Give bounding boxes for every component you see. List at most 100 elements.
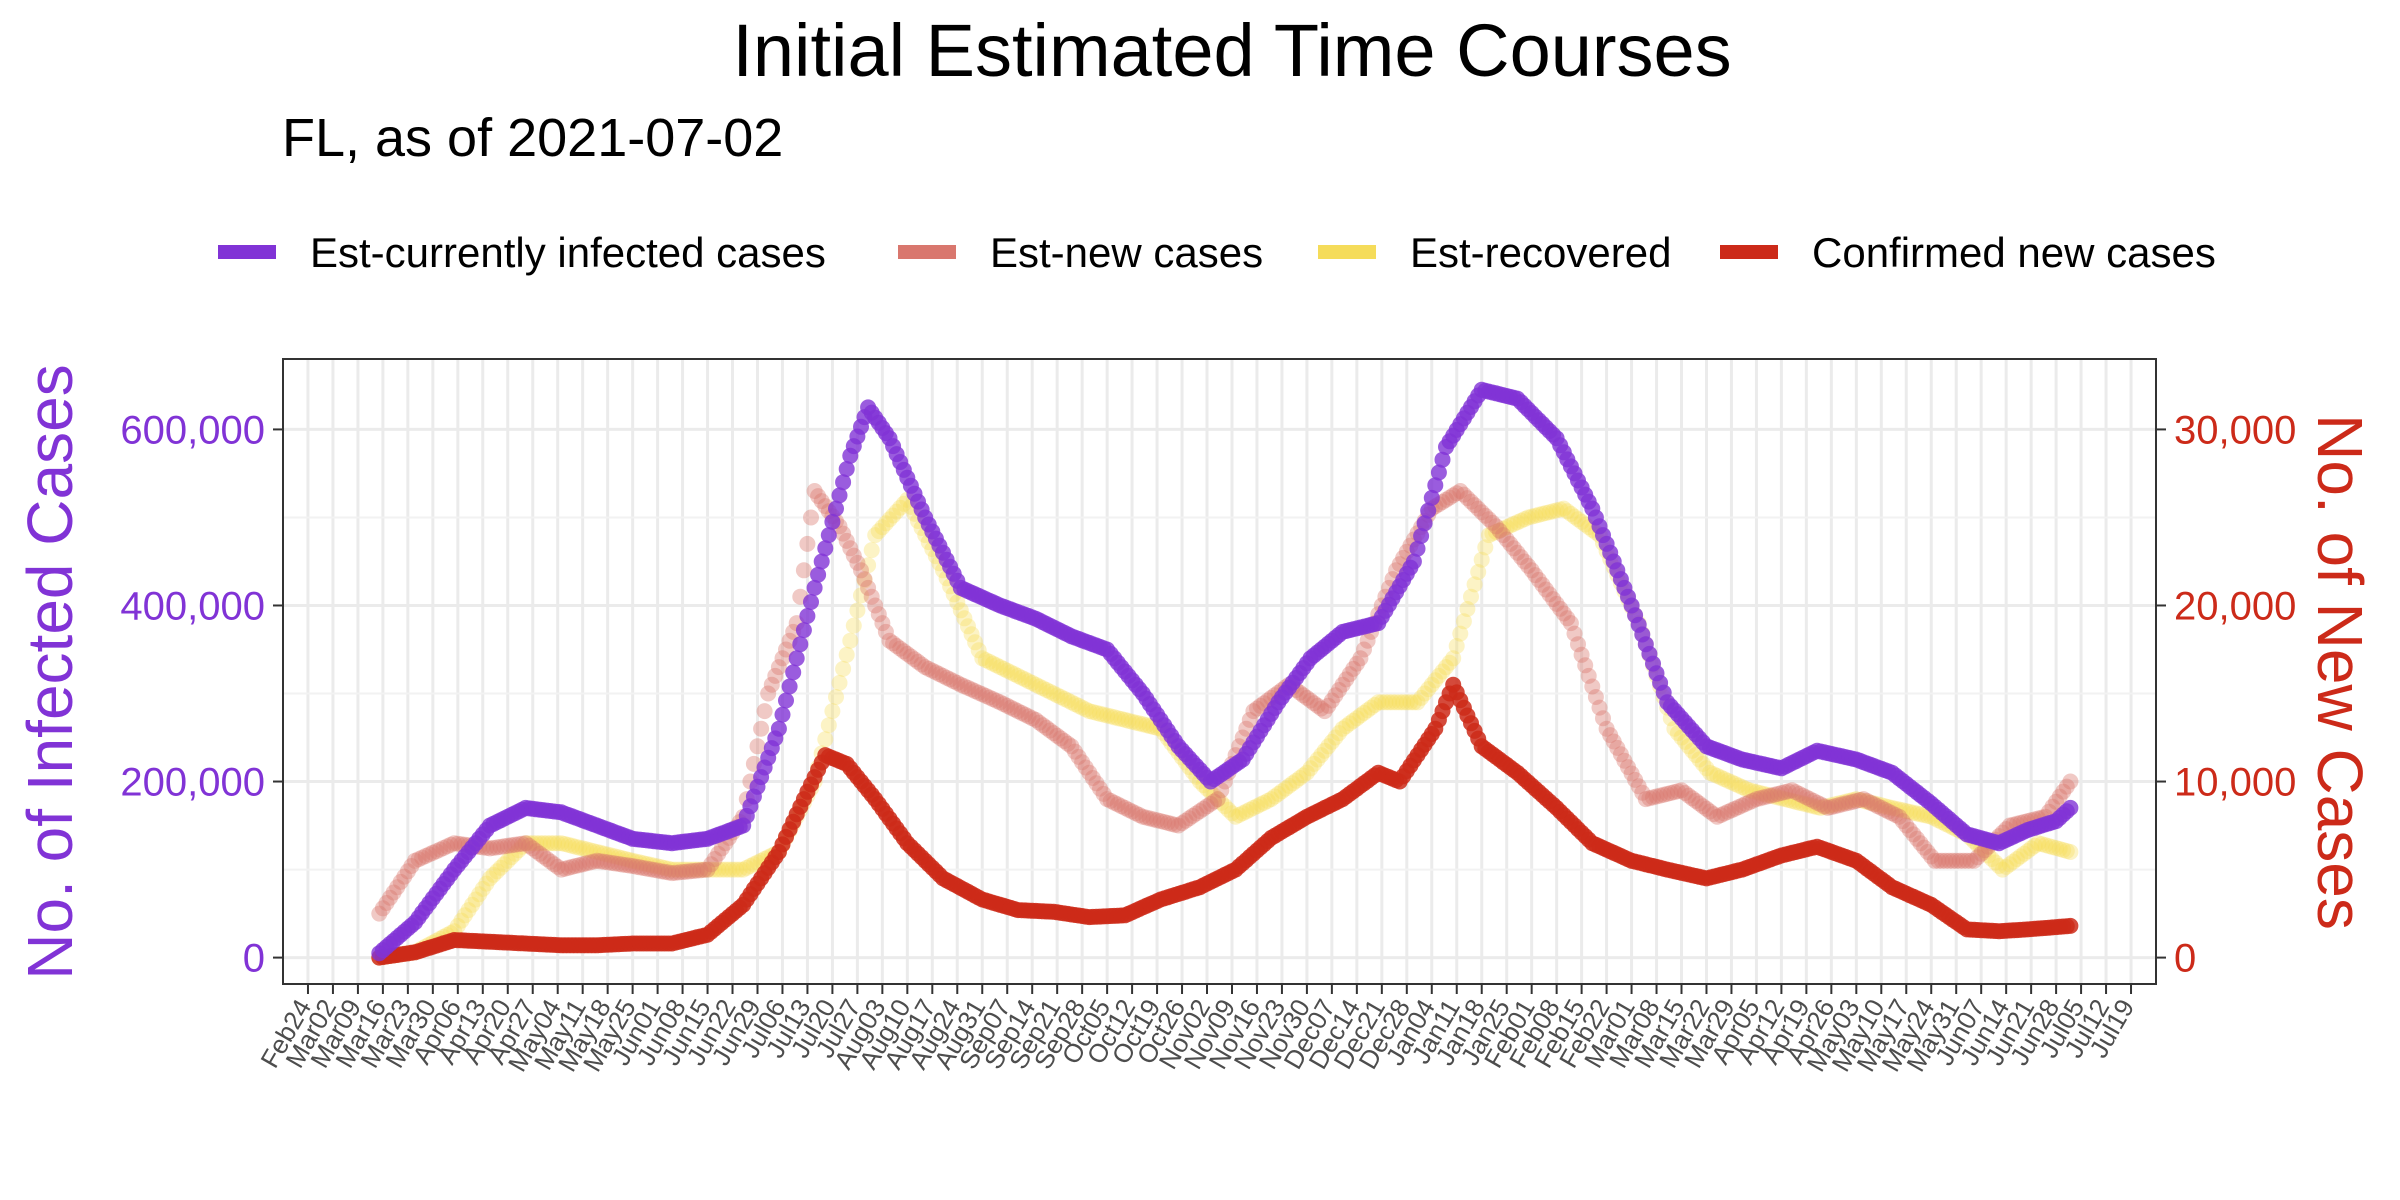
data-point bbox=[671, 864, 687, 881]
data-point bbox=[1484, 514, 1501, 531]
data-point bbox=[531, 845, 548, 862]
data-point bbox=[606, 848, 623, 865]
data-point bbox=[1084, 770, 1101, 786]
data-point bbox=[378, 895, 395, 911]
data-point bbox=[710, 845, 727, 862]
data-point bbox=[1466, 576, 1483, 593]
data-point bbox=[1320, 697, 1337, 714]
series-layer bbox=[371, 381, 2079, 966]
data-point bbox=[856, 571, 873, 588]
data-point bbox=[1909, 830, 1925, 847]
data-point bbox=[1463, 493, 1479, 510]
data-point bbox=[599, 854, 616, 871]
data-point bbox=[674, 864, 691, 880]
data-point bbox=[1702, 764, 1718, 781]
data-point bbox=[806, 579, 823, 596]
data-point bbox=[1209, 791, 1226, 808]
data-point bbox=[546, 835, 563, 852]
data-point bbox=[596, 845, 613, 862]
data-point bbox=[535, 835, 552, 852]
data-point bbox=[806, 483, 823, 499]
data-point bbox=[1231, 807, 1248, 823]
data-point bbox=[603, 854, 620, 871]
data-point bbox=[453, 912, 470, 929]
data-point bbox=[1295, 767, 1312, 784]
data-point bbox=[2023, 840, 2040, 857]
data-point bbox=[446, 835, 463, 852]
data-point bbox=[1769, 785, 1786, 802]
data-point bbox=[1291, 770, 1308, 786]
data-point bbox=[1438, 659, 1454, 676]
data-point bbox=[1894, 813, 1911, 830]
data-point bbox=[1944, 852, 1961, 869]
data-point bbox=[1709, 808, 1726, 825]
data-point bbox=[1113, 711, 1130, 727]
data-point bbox=[2037, 837, 2054, 854]
data-point bbox=[1723, 774, 1740, 791]
data-point bbox=[1973, 845, 1990, 862]
data-point bbox=[1591, 699, 1608, 716]
data-point bbox=[1562, 615, 1579, 632]
data-point bbox=[1523, 562, 1540, 579]
data-point bbox=[1345, 660, 1362, 677]
data-point bbox=[1734, 797, 1751, 814]
data-point bbox=[1266, 788, 1283, 805]
data-point bbox=[1313, 700, 1330, 717]
data-point bbox=[713, 840, 730, 857]
data-point bbox=[624, 858, 641, 874]
data-point bbox=[1916, 807, 1933, 824]
data-point bbox=[699, 861, 716, 878]
data-point bbox=[1859, 792, 1875, 809]
data-point bbox=[2041, 838, 2057, 855]
data-point bbox=[1070, 748, 1087, 765]
data-point bbox=[1987, 854, 2004, 871]
data-point bbox=[770, 720, 787, 737]
data-point bbox=[1398, 694, 1415, 711]
data-point bbox=[1038, 682, 1055, 698]
data-point bbox=[1331, 682, 1347, 698]
data-point bbox=[1545, 503, 1562, 520]
data-point bbox=[456, 907, 473, 924]
data-point bbox=[678, 863, 695, 880]
data-point bbox=[1562, 505, 1579, 522]
data-point bbox=[981, 653, 998, 670]
data-point bbox=[442, 836, 459, 853]
data-point bbox=[1826, 798, 1843, 815]
data-point bbox=[1434, 451, 1451, 468]
data-point bbox=[1052, 730, 1069, 747]
data-point bbox=[835, 660, 852, 677]
data-point bbox=[542, 853, 559, 870]
data-point bbox=[742, 858, 759, 874]
data-point bbox=[1595, 710, 1611, 727]
data-point bbox=[1117, 799, 1133, 816]
data-point bbox=[1470, 500, 1487, 517]
y-left-tick-label: 0 bbox=[243, 937, 265, 981]
data-point bbox=[874, 615, 891, 632]
data-point bbox=[835, 525, 852, 542]
data-point bbox=[2001, 856, 2018, 873]
data-point bbox=[485, 839, 502, 856]
data-point bbox=[1891, 808, 1908, 825]
data-point bbox=[1423, 676, 1440, 693]
data-point bbox=[531, 835, 548, 852]
data-point bbox=[564, 858, 580, 875]
data-point bbox=[1306, 755, 1322, 772]
data-point bbox=[671, 861, 687, 878]
data-point bbox=[799, 535, 816, 552]
data-point bbox=[1769, 789, 1786, 806]
data-point bbox=[810, 488, 827, 505]
data-point bbox=[1933, 852, 1950, 869]
data-point bbox=[2048, 840, 2065, 856]
data-point bbox=[2008, 851, 2025, 867]
data-point bbox=[1926, 852, 1943, 869]
data-point bbox=[1409, 694, 1426, 711]
data-point bbox=[1862, 794, 1879, 811]
data-point bbox=[1777, 784, 1793, 801]
data-point bbox=[1737, 795, 1754, 812]
data-point bbox=[838, 461, 855, 477]
y-axis-left: 0 200,000 400,000 600,000 bbox=[120, 408, 283, 981]
data-point bbox=[1109, 796, 1126, 813]
data-point bbox=[1887, 800, 1904, 817]
data-point bbox=[1520, 557, 1537, 574]
data-point bbox=[1138, 717, 1155, 734]
